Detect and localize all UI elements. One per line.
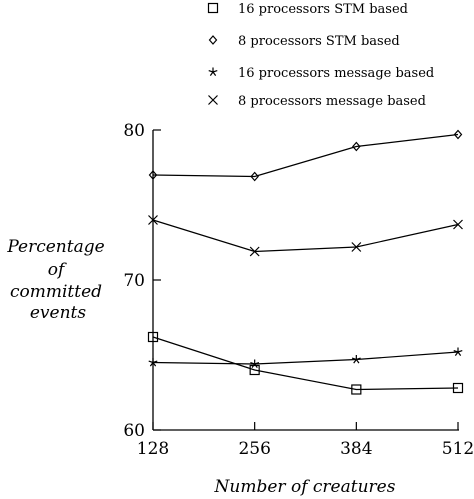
legend-label: 8 processors message based: [238, 94, 426, 109]
diamond-marker: [352, 141, 361, 152]
series-line: [152, 336, 459, 391]
series-line: [152, 133, 459, 178]
legend: 16 processors STM based 8 processors STM …: [207, 2, 434, 109]
star-marker: [250, 359, 260, 368]
cross-marker: [249, 246, 260, 257]
x-axis-title: Number of creatures: [214, 477, 396, 497]
legend-item: 16 processors message based: [208, 66, 434, 81]
cross-marker: [351, 242, 362, 252]
x-tick-label: 512: [442, 439, 474, 459]
x-tick-label: 128: [137, 439, 169, 459]
diamond-marker: [148, 170, 158, 180]
square-marker: [207, 2, 219, 14]
y-axis-title-line: of: [48, 260, 67, 280]
series: [147, 331, 464, 395]
star-marker: [351, 354, 361, 364]
square-marker: [249, 364, 260, 376]
square-marker: [351, 384, 362, 395]
square-marker: [147, 331, 159, 343]
series-line: [152, 219, 459, 253]
x-tick-label: 384: [340, 439, 372, 459]
legend-label: 16 processors STM based: [238, 2, 408, 17]
series: [148, 129, 463, 182]
series: [148, 347, 463, 368]
y-axis-title-line: Percentage: [6, 237, 104, 257]
cross-marker: [208, 95, 218, 105]
ticks: 60 70 80 128 256 384 512: [123, 121, 474, 459]
star-marker: [148, 358, 158, 367]
diamond-marker: [208, 35, 218, 45]
y-tick-label: 60: [123, 421, 145, 441]
y-tick-label: 70: [123, 271, 145, 291]
series-group: [147, 129, 464, 395]
cross-marker: [453, 219, 463, 230]
legend-item: 8 processors STM based: [208, 34, 400, 49]
star-marker: [453, 347, 463, 356]
cross-marker: [148, 215, 158, 225]
plot-area: 60 70 80 128 256 384 512: [123, 121, 474, 459]
series-line: [152, 351, 459, 365]
diamond-marker: [250, 171, 259, 182]
x-tick-label: 256: [238, 439, 270, 459]
diamond-marker: [453, 129, 463, 140]
legend-item: 16 processors STM based: [207, 2, 408, 17]
square-marker: [452, 382, 464, 394]
series: [148, 215, 463, 257]
legend-label: 16 processors message based: [238, 66, 434, 81]
legend-item: 8 processors message based: [208, 94, 426, 109]
y-axis-title-line: events: [30, 303, 87, 323]
legend-label: 8 processors STM based: [238, 34, 400, 49]
y-axis-title-line: committed: [10, 282, 102, 302]
star-marker: [208, 67, 218, 76]
y-tick-label: 80: [123, 121, 145, 141]
